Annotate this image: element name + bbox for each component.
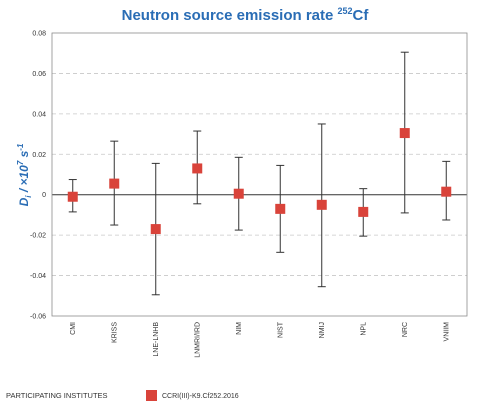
x-tick-label: LNE-LNHB <box>153 322 160 357</box>
y-axis-label-rest: / ×10 <box>17 165 31 196</box>
y-tick-label: -0.02 <box>30 233 46 240</box>
x-tick-label: NIST <box>277 321 284 338</box>
y-tick-label: 0.04 <box>32 111 46 118</box>
y-tick-label: 0.02 <box>32 152 46 159</box>
chart-title: Neutron source emission rate 252Cf <box>122 6 370 24</box>
data-point <box>358 206 369 217</box>
legend-label: CCRI(III)-K9.Cf252.2016 <box>162 393 239 400</box>
y-tick-label: 0.08 <box>32 31 46 38</box>
data-point <box>150 224 161 235</box>
y-tick-label: 0 <box>42 192 46 199</box>
grid-layer <box>52 73 467 276</box>
x-tick-label: NMIJ <box>319 322 326 338</box>
legend-swatch <box>146 390 157 401</box>
data-point <box>192 163 203 174</box>
data-point <box>233 188 244 199</box>
x-tick-label: LNMRI/IRD <box>194 322 201 358</box>
y-tick-label: 0.06 <box>32 71 46 78</box>
y-axis-label-main: D <box>17 197 31 206</box>
y-axis-label-sub: i <box>24 195 33 198</box>
y-axis-label-sup2: -1 <box>16 143 25 151</box>
footer-label: PARTICIPATING INSTITUTES <box>6 391 108 400</box>
chart-title-main: Neutron source emission rate <box>122 7 338 24</box>
x-tick-label: NRC <box>402 322 409 337</box>
y-tick-labels: 0.08 0.06 0.04 0.02 0 -0.02 -0.04 -0.06 <box>30 31 46 321</box>
data-point <box>109 178 120 189</box>
x-tick-label: NIM <box>236 322 243 335</box>
plot-frame <box>51 32 468 317</box>
chart-title-sup: 252 <box>338 6 353 16</box>
y-tick-label: -0.06 <box>30 314 46 321</box>
x-tick-label: KRISS <box>111 322 118 343</box>
data-point <box>399 128 410 139</box>
y-tick-label: -0.04 <box>30 273 46 280</box>
data-point <box>67 191 78 202</box>
data-points <box>67 128 452 235</box>
x-tick-label: NPL <box>360 322 367 336</box>
y-axis-label-sup1: 7 <box>16 160 25 165</box>
chart-title-tail: Cf <box>353 7 370 24</box>
data-point <box>441 186 452 197</box>
data-point <box>275 203 286 214</box>
error-bars <box>68 51 451 296</box>
y-axis-label: Di / ×107 s-1 <box>16 143 33 206</box>
x-tick-label: VNIIM <box>443 322 450 342</box>
y-axis-label-rest2: s <box>17 150 31 160</box>
data-point <box>316 199 327 210</box>
x-tick-labels: CMI KRISS LNE-LNHB LNMRI/IRD NIM NIST NMIJ NPL N… <box>70 321 451 357</box>
x-tick-label: CMI <box>70 322 77 335</box>
